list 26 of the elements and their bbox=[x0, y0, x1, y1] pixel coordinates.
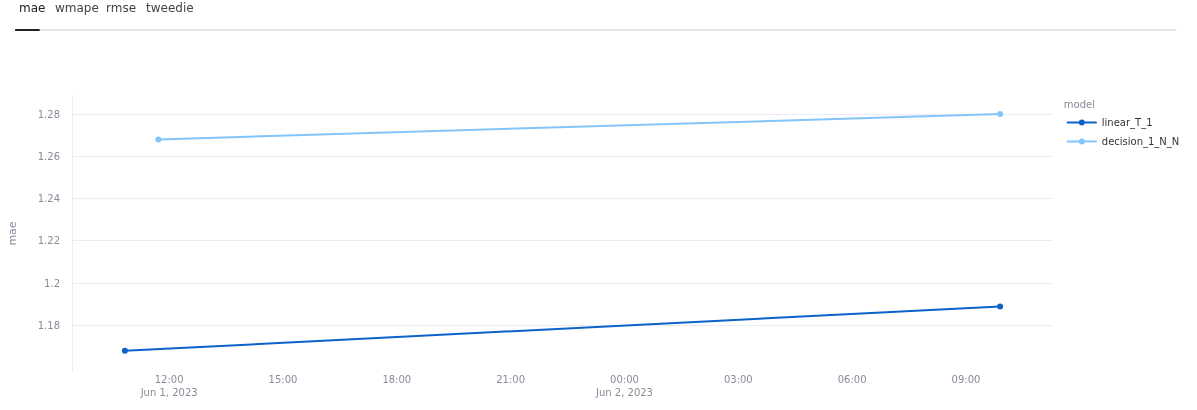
legend-label: linear_T_1 bbox=[1101, 117, 1153, 130]
y-tick-label: 1.2 bbox=[44, 277, 60, 289]
y-tick-label: 1.28 bbox=[37, 108, 60, 120]
legend-title: model bbox=[1063, 99, 1095, 110]
x-tick-label: 03:00 bbox=[723, 374, 753, 385]
text: mae bbox=[19, 1, 46, 15]
x-tick-label: 12:00 Jun 1, 2023 bbox=[139, 374, 198, 398]
y-tick-label: 1.26 bbox=[37, 150, 60, 162]
x-tick-label: 21:00 bbox=[496, 374, 526, 385]
x-tick-label: 00:00 Jun 2, 2023 bbox=[594, 374, 653, 398]
y-tick-label: 1.24 bbox=[37, 193, 60, 205]
point bbox=[155, 136, 162, 143]
x-tick-label: 18:00 bbox=[382, 374, 412, 385]
point bbox=[997, 303, 1004, 310]
point bbox=[121, 347, 128, 354]
point bbox=[997, 111, 1004, 118]
x-tick-label: 06:00 bbox=[837, 374, 867, 385]
y-tick-label: 1.22 bbox=[37, 235, 60, 247]
x-tick-label: 15:00 bbox=[268, 374, 298, 385]
y-axis-title: mae bbox=[6, 221, 20, 246]
text: rmse bbox=[106, 1, 137, 15]
y-tick-label: 1.18 bbox=[37, 319, 60, 331]
text: tweedie bbox=[146, 1, 194, 15]
legend-label: decision_1_N_N bbox=[1101, 136, 1180, 149]
x-tick-label: 09:00 bbox=[951, 374, 981, 385]
text: wmape bbox=[55, 1, 99, 15]
